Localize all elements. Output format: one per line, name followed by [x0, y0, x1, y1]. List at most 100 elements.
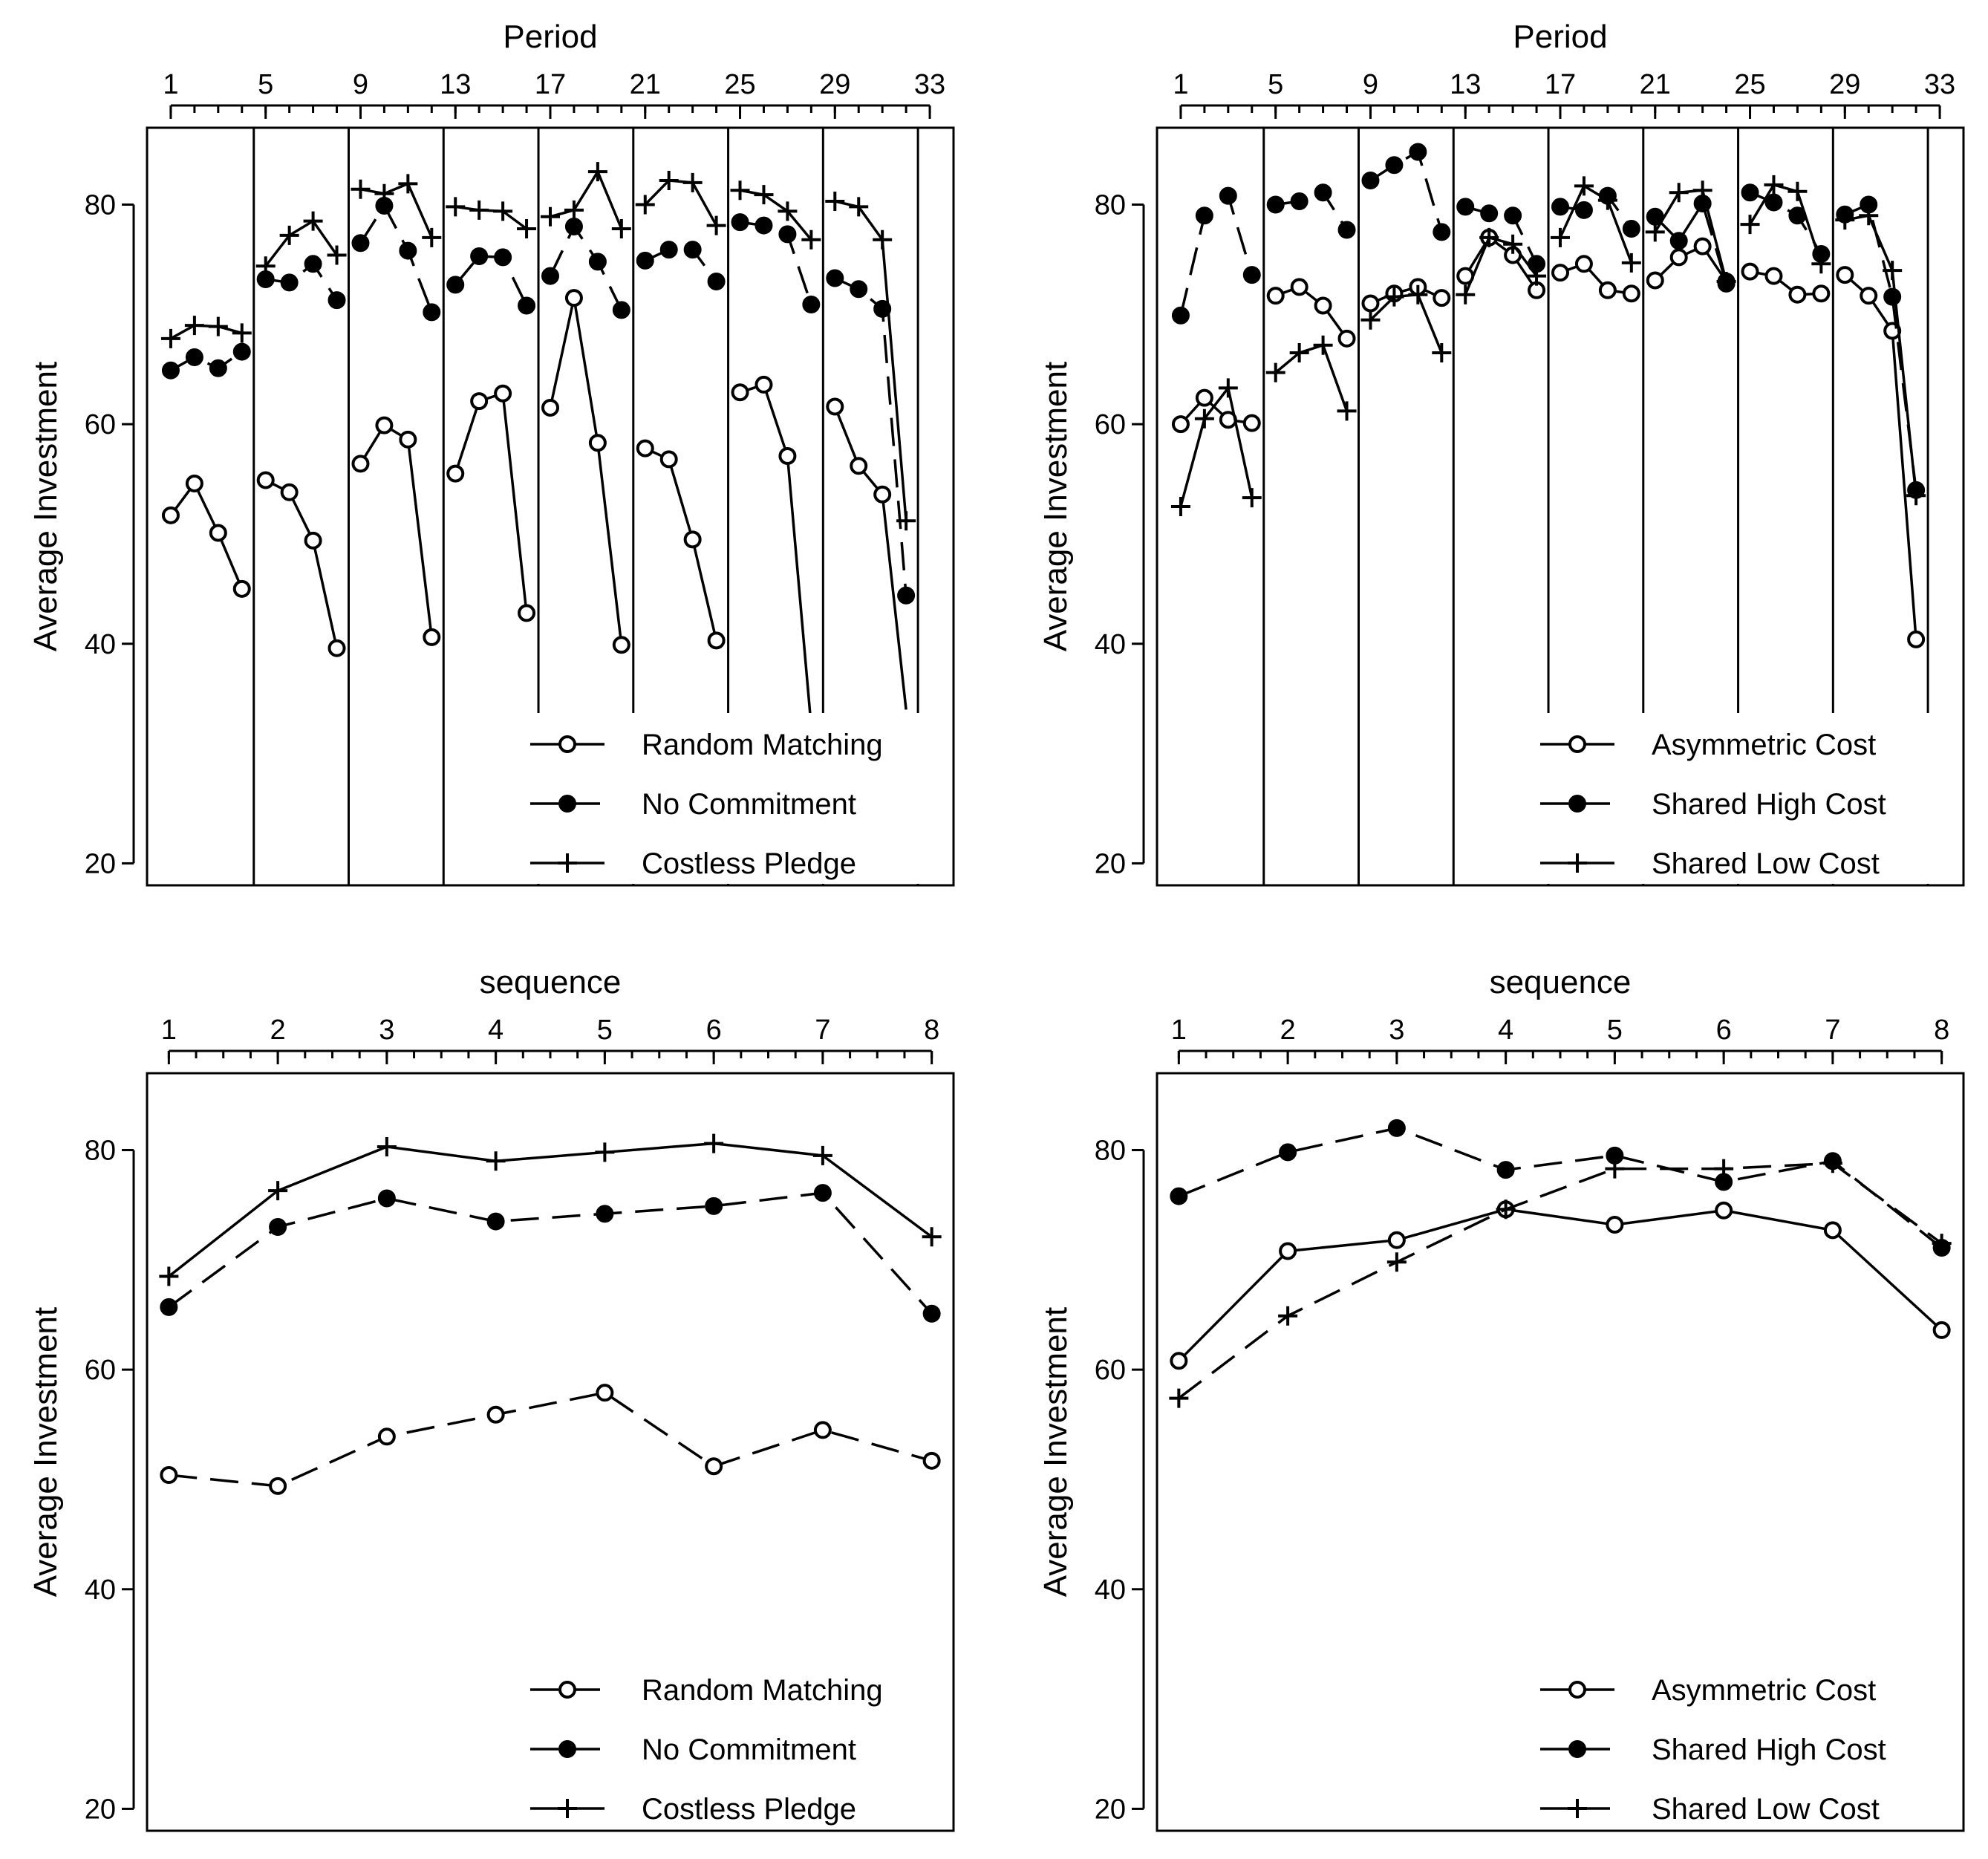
series-line: [550, 170, 623, 229]
legend-marker: [1568, 1681, 1586, 1699]
data-point: [1266, 195, 1285, 214]
series-line: [1178, 1162, 1943, 1399]
data-point: [1551, 264, 1569, 282]
legend-label: Shared High Cost: [1652, 788, 1886, 821]
data-point: [873, 299, 892, 318]
y-tick-label: 40: [1095, 629, 1126, 660]
data-point: [595, 1142, 615, 1162]
data-point: [1290, 278, 1309, 296]
series-line: [739, 383, 813, 726]
data-point: [493, 201, 513, 221]
data-point: [1646, 271, 1664, 290]
x-tick-label: 8: [1934, 1015, 1949, 1046]
series-line: [1179, 194, 1254, 316]
data-point: [208, 316, 228, 336]
legend-marker: [1568, 1740, 1586, 1758]
data-point: [269, 1217, 287, 1236]
data-point: [1764, 175, 1784, 195]
data-point: [185, 348, 203, 366]
legend-label: Random Matching: [642, 1674, 883, 1707]
series-line: [264, 219, 338, 267]
y-tick-label: 40: [85, 629, 116, 660]
data-point: [541, 206, 560, 227]
data-point: [1622, 220, 1640, 238]
data-point: [659, 241, 678, 259]
y-tick-label: 60: [1095, 409, 1126, 440]
data-point: [1387, 1231, 1406, 1249]
data-point: [1932, 1234, 1952, 1254]
data-point: [850, 457, 868, 475]
legend-marker: [558, 1681, 576, 1699]
series-line: [359, 423, 434, 638]
data-point: [1385, 156, 1404, 175]
data-point: [470, 247, 489, 265]
series-asymmetric-cost: [1170, 1200, 1951, 1370]
data-point: [422, 227, 442, 247]
data-point: [730, 180, 750, 201]
data-point: [184, 316, 204, 336]
data-point: [564, 218, 583, 236]
series-line: [644, 179, 718, 227]
data-point: [611, 219, 631, 238]
legend-label: Shared Low Cost: [1652, 1793, 1880, 1826]
legend: Asymmetric Cost Shared High Cost Shared Lo…: [1518, 1658, 1962, 1829]
data-point: [160, 1466, 178, 1485]
series-line: [264, 478, 339, 649]
data-point: [636, 251, 654, 270]
data-point: [256, 471, 275, 489]
data-point: [1242, 414, 1261, 432]
legend-marker: [558, 795, 576, 813]
legend-label: No Commitment: [642, 1733, 856, 1766]
data-point: [707, 272, 726, 290]
data-point: [1823, 1221, 1842, 1240]
data-point: [588, 434, 607, 452]
series-line: [454, 391, 528, 613]
data-point: [1812, 284, 1831, 303]
panel-top-right: 1 5 9 13 17 21 25 29 33 Period 20 40 60 80 Average Inv…: [1037, 19, 1965, 887]
data-point: [486, 1405, 505, 1424]
data-point: [755, 216, 773, 235]
data-point: [374, 183, 394, 204]
series-line: [1178, 1208, 1943, 1362]
legend-marker: [1568, 735, 1586, 753]
data-point: [399, 430, 417, 449]
data-point: [1907, 630, 1926, 648]
series-line: [1749, 183, 1823, 264]
data-point: [1279, 1143, 1297, 1162]
x-tick-label: 13: [1450, 69, 1481, 100]
x-axis-title: sequence: [1490, 964, 1632, 1000]
legend-label: Asymmetric Cost: [1652, 1674, 1876, 1707]
series-asymmetric-cost: [1171, 228, 1926, 648]
data-point: [351, 455, 370, 473]
data-point: [1715, 1201, 1733, 1220]
series-line: [833, 406, 907, 710]
data-point: [1408, 284, 1428, 305]
data-point: [1480, 204, 1499, 223]
data-point: [1219, 186, 1237, 205]
data-point: [659, 450, 678, 469]
series-costless-pledge: [160, 162, 916, 531]
data-point: [1171, 306, 1190, 325]
data-point: [1170, 1352, 1188, 1370]
x-axis-title: Period: [1513, 19, 1607, 55]
plot-frame: [146, 1072, 955, 1832]
y-axis-title: Average Investment: [1037, 1307, 1074, 1598]
data-point: [1859, 206, 1879, 226]
data-point: [1741, 262, 1759, 281]
legend-marker: [1568, 795, 1586, 813]
data-point: [1669, 232, 1688, 250]
data-point: [1314, 296, 1332, 315]
data-point: [1527, 266, 1547, 286]
data-point: [873, 229, 893, 250]
series-line: [1464, 236, 1538, 291]
x-tick-label: 5: [258, 69, 273, 100]
y-tick-label: 80: [1095, 1135, 1126, 1166]
data-point: [1503, 234, 1523, 254]
legend-marker: [1568, 853, 1587, 873]
legend-label: Costless Pledge: [642, 1793, 856, 1826]
series-line: [170, 324, 243, 340]
plot-frame: [1156, 126, 1965, 887]
series-shared-low-cost: [1170, 175, 1926, 516]
x-tick-label: 5: [597, 1015, 613, 1046]
data-point: [377, 1189, 396, 1208]
